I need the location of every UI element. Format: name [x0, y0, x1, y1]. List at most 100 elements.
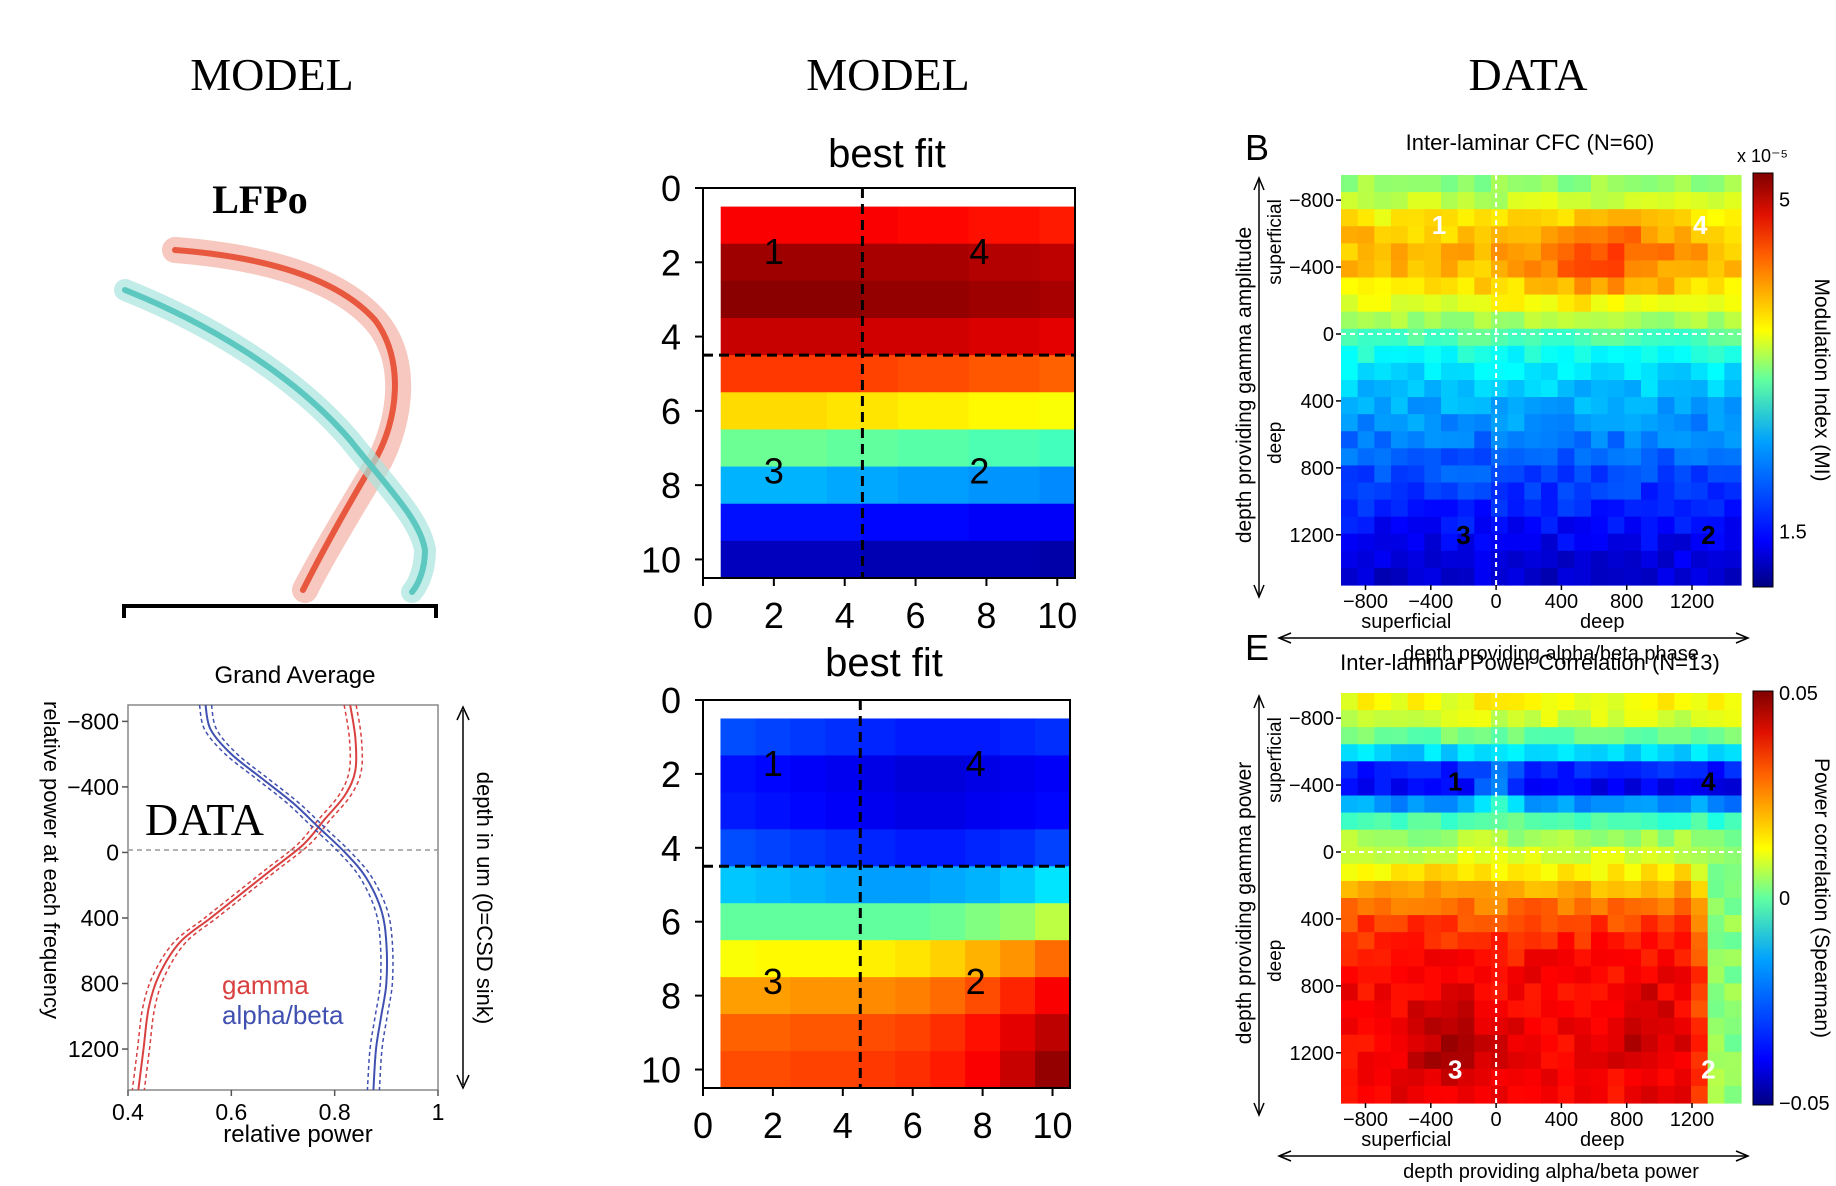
data-quadrant-label: 1	[1448, 767, 1462, 797]
data-heat-cell	[1341, 880, 1359, 899]
data-heat-cell	[1357, 243, 1375, 262]
data-heat-cell	[1524, 846, 1542, 865]
data-heat-cell	[1457, 550, 1475, 569]
data-heat-cell	[1407, 243, 1425, 262]
data-heat-cell	[1591, 966, 1609, 985]
data-heat-cell	[1374, 209, 1392, 227]
data-heat-cell	[1341, 465, 1359, 484]
data-heat-cell	[1657, 175, 1675, 193]
data-heat-cell	[1574, 397, 1592, 415]
fit-heat-cell	[1039, 243, 1076, 282]
data-heat-cell	[1407, 693, 1425, 711]
data-heat-cell	[1641, 727, 1659, 745]
grand-y-tick-label: 0	[106, 839, 119, 865]
data-heat-cell	[1591, 277, 1609, 296]
data-heat-cell	[1724, 311, 1742, 330]
data-x-tick-label: 1200	[1670, 1109, 1715, 1131]
lfp-scale-bar	[122, 604, 438, 618]
data-heat-cell	[1691, 898, 1709, 916]
data-heat-cell	[1474, 516, 1492, 535]
data-heat-cell	[1357, 448, 1375, 467]
data-heat-cell	[1441, 829, 1459, 848]
data-quadrant-label: 3	[1448, 1055, 1462, 1085]
data-heat-cell	[1607, 260, 1625, 279]
data-heat-cell	[1607, 431, 1625, 449]
data-heat-cell	[1574, 311, 1592, 330]
data-heat-cell	[1341, 277, 1359, 296]
data-heat-cell	[1374, 880, 1392, 899]
data-heat-cell	[1507, 812, 1525, 831]
data-heat-cell	[1691, 949, 1709, 967]
fit-heat-cell	[756, 206, 793, 245]
data-heat-cell	[1507, 863, 1525, 882]
fit-x-tick-label: 8	[973, 1105, 993, 1146]
data-heat-cell	[1457, 915, 1475, 933]
fit-heat-cell	[860, 755, 896, 793]
data-heat-cell	[1724, 778, 1742, 797]
fit-heat-cell	[755, 1051, 791, 1089]
data-heat-cell	[1624, 294, 1642, 313]
data-heat-cell	[1541, 243, 1559, 262]
data-heat-cell	[1507, 431, 1525, 449]
data-heat-cell	[1541, 362, 1559, 381]
data-heat-cell	[1374, 932, 1392, 950]
fit-heat-cell	[720, 280, 757, 319]
data-heat-cell	[1557, 448, 1575, 467]
data-heat-cell	[1591, 880, 1609, 899]
fit-heat-cell	[790, 903, 826, 941]
data-heat-cell	[1357, 863, 1375, 882]
data-heat-cell	[1357, 567, 1375, 586]
data-heat-cell	[1341, 499, 1359, 518]
fit-heat-cell	[756, 280, 793, 319]
data-heat-cell	[1424, 932, 1442, 950]
data-heat-cell	[1524, 966, 1542, 985]
data-heat-cell	[1457, 414, 1475, 432]
fit-heat-cell	[1039, 206, 1076, 245]
data-heat-cell	[1507, 311, 1525, 330]
fit-heat-cell	[862, 243, 899, 282]
data-heat-cell	[1724, 533, 1742, 552]
data-heat-cell	[1524, 693, 1542, 711]
data-heat-cell	[1374, 1017, 1392, 1036]
data-heat-cell	[1524, 795, 1542, 814]
data-heat-cell	[1341, 1034, 1359, 1053]
data-heat-cell	[1374, 328, 1392, 347]
data-heat-cell	[1357, 710, 1375, 728]
data-heat-cell	[1657, 465, 1675, 484]
data-quadrant-label: 3	[1456, 520, 1470, 550]
data-heat-cell	[1374, 693, 1392, 711]
data-heat-cell	[1724, 983, 1742, 1002]
fit-heat-cell	[790, 940, 826, 978]
data-heat-cell	[1457, 516, 1475, 535]
data-heat-cell	[1507, 1034, 1525, 1053]
data-heat-cell	[1641, 744, 1659, 762]
data-heat-cell	[1491, 465, 1509, 484]
fit-heat-cell	[756, 429, 793, 468]
data-x-tick-label: 400	[1545, 591, 1578, 613]
data-heat-cell	[1607, 345, 1625, 364]
data-heat-cell	[1474, 226, 1492, 244]
data-x-tick-label: 800	[1610, 591, 1643, 613]
fit-heat-cell	[1039, 280, 1076, 319]
data-colorbar-tick-label: 0.05	[1779, 683, 1818, 705]
data-heat-cell	[1424, 209, 1442, 227]
data-heat-cell	[1341, 1000, 1359, 1019]
fit-heat-cell	[756, 355, 793, 393]
data-heat-cell	[1641, 693, 1659, 711]
data-heat-cell	[1441, 761, 1459, 780]
data-heat-cell	[1374, 192, 1392, 210]
data-heat-cell	[1707, 1068, 1725, 1087]
data-heat-cell	[1391, 516, 1409, 535]
data-heat-cell	[1457, 380, 1475, 398]
data-heat-cell	[1624, 915, 1642, 933]
data-heat-cell	[1607, 744, 1625, 762]
data-heat-cell	[1707, 345, 1725, 364]
data-heat-cell	[1641, 567, 1659, 586]
fit-heat-cell	[930, 903, 966, 941]
data-heat-cell	[1591, 465, 1609, 484]
data-heat-cell	[1557, 277, 1575, 296]
data-heat-cell	[1424, 192, 1442, 210]
data-heat-cell	[1557, 362, 1575, 381]
data-heat-cell	[1557, 192, 1575, 210]
data-heat-cell	[1457, 795, 1475, 814]
